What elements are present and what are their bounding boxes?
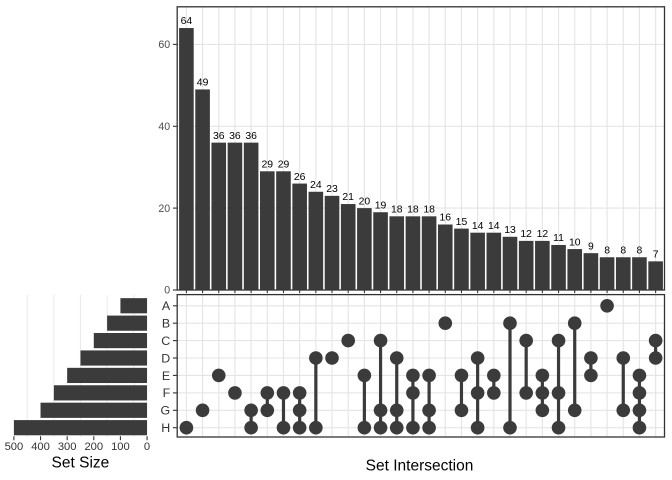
svg-text:0: 0: [164, 285, 170, 297]
svg-text:0: 0: [144, 441, 150, 453]
svg-text:400: 400: [31, 441, 50, 453]
svg-text:300: 300: [58, 441, 77, 453]
svg-text:A: A: [162, 299, 171, 313]
svg-text:E: E: [162, 369, 170, 383]
svg-text:14: 14: [488, 221, 500, 232]
svg-text:18: 18: [391, 205, 403, 216]
svg-text:19: 19: [375, 200, 387, 211]
svg-text:8: 8: [637, 245, 643, 256]
svg-text:36: 36: [245, 131, 257, 142]
svg-text:15: 15: [456, 217, 468, 228]
svg-text:29: 29: [262, 159, 274, 170]
svg-text:23: 23: [326, 184, 338, 195]
svg-text:24: 24: [310, 180, 322, 191]
svg-text:Set Intersection: Set Intersection: [366, 457, 474, 474]
svg-text:16: 16: [439, 213, 451, 224]
svg-text:20: 20: [359, 196, 371, 207]
svg-text:49: 49: [197, 78, 209, 89]
svg-text:G: G: [161, 404, 171, 418]
svg-text:D: D: [161, 351, 170, 365]
svg-text:500: 500: [5, 441, 24, 453]
svg-text:8: 8: [620, 245, 626, 256]
svg-text:B: B: [162, 317, 170, 331]
svg-text:F: F: [163, 386, 171, 400]
svg-text:40: 40: [158, 121, 170, 133]
svg-text:64: 64: [181, 16, 193, 27]
svg-text:12: 12: [537, 229, 549, 240]
svg-text:36: 36: [213, 131, 225, 142]
svg-text:14: 14: [472, 221, 484, 232]
svg-text:11: 11: [553, 233, 564, 244]
svg-text:H: H: [161, 421, 170, 435]
svg-text:36: 36: [229, 131, 241, 142]
svg-text:12: 12: [520, 229, 532, 240]
svg-text:10: 10: [569, 237, 581, 248]
svg-text:20: 20: [158, 203, 170, 215]
svg-text:18: 18: [423, 205, 435, 216]
svg-text:C: C: [161, 334, 170, 348]
svg-text:18: 18: [407, 205, 419, 216]
svg-text:21: 21: [342, 192, 354, 203]
svg-text:26: 26: [294, 172, 306, 183]
svg-text:60: 60: [158, 39, 170, 51]
svg-text:13: 13: [504, 225, 516, 236]
svg-text:8: 8: [604, 245, 610, 256]
svg-text:29: 29: [278, 159, 290, 170]
svg-text:9: 9: [588, 241, 594, 252]
svg-text:7: 7: [653, 250, 659, 261]
svg-text:100: 100: [111, 441, 130, 453]
svg-text:Set Size: Set Size: [52, 455, 110, 472]
svg-text:200: 200: [84, 441, 103, 453]
